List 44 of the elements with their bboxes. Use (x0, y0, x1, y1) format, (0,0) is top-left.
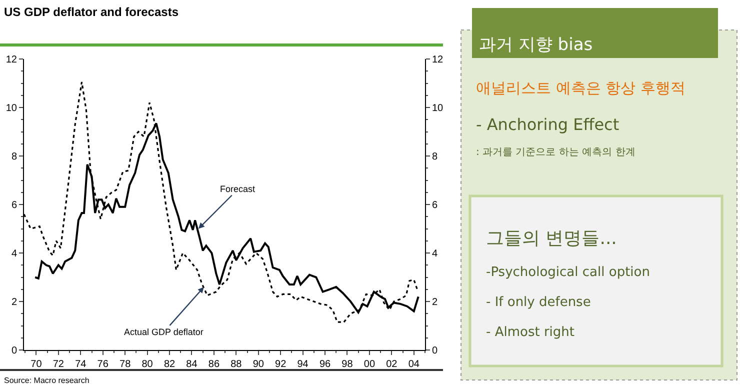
text: - If only defense (486, 295, 591, 310)
x-tick-label: 90 (252, 359, 264, 370)
x-tick-label: 96 (319, 359, 332, 370)
text: 그들의 변명들... (486, 228, 617, 249)
x-tick-label: 98 (342, 359, 354, 370)
x-tick-label: 80 (142, 359, 154, 370)
y2-tick-label: 6 (432, 200, 438, 211)
y-tick-label: 6 (11, 200, 18, 211)
annotation: Actual GDP deflator (124, 327, 204, 337)
y2-tick-label: 8 (432, 152, 438, 162)
text: 과거 지향 bias (479, 35, 593, 55)
text: : 과거를 기준으로 하는 예측의 한계 (476, 147, 636, 158)
x-tick-label: 92 (275, 359, 287, 370)
y2-tick-label: 4 (432, 248, 438, 260)
y2-tick-label: 10 (432, 103, 444, 114)
x-tick-label: 70 (30, 359, 42, 370)
x-tick-label: 72 (52, 359, 64, 370)
text: - Anchoring Effect (476, 115, 620, 134)
text: - Almost right (486, 325, 574, 340)
y2-tick-label: 2 (432, 297, 438, 308)
x-tick-label: 86 (208, 359, 220, 370)
y-tick-label: 0 (11, 346, 18, 356)
x-tick-label: 04 (408, 359, 420, 370)
x-tick-label: 88 (230, 359, 242, 370)
text: -Psychological call option (486, 265, 650, 280)
y-tick-label: 10 (6, 103, 18, 114)
x-tick-label: 00 (364, 359, 376, 370)
x-tick-label: 94 (297, 359, 309, 370)
source-note: Source: Macro research (4, 376, 90, 385)
x-tick-label: 84 (186, 359, 198, 370)
x-tick-label: 78 (120, 359, 132, 370)
annotation: Forecast (220, 184, 256, 194)
x-tick-label: 74 (75, 359, 87, 370)
x-tick-label: 76 (97, 359, 109, 370)
y2-tick-label: 0 (432, 346, 438, 356)
text: 애널리스트 예측은 항상 후행적 (476, 79, 686, 97)
y-tick-label: 4 (11, 248, 18, 260)
x-tick-label: 02 (386, 359, 398, 370)
y2-tick-label: 12 (432, 54, 444, 66)
chart-title: US GDP deflator and forecasts (4, 5, 179, 19)
y-tick-label: 8 (11, 152, 18, 162)
y-tick-label: 2 (11, 297, 18, 308)
y-tick-label: 12 (6, 54, 18, 66)
x-tick-label: 82 (164, 359, 176, 370)
